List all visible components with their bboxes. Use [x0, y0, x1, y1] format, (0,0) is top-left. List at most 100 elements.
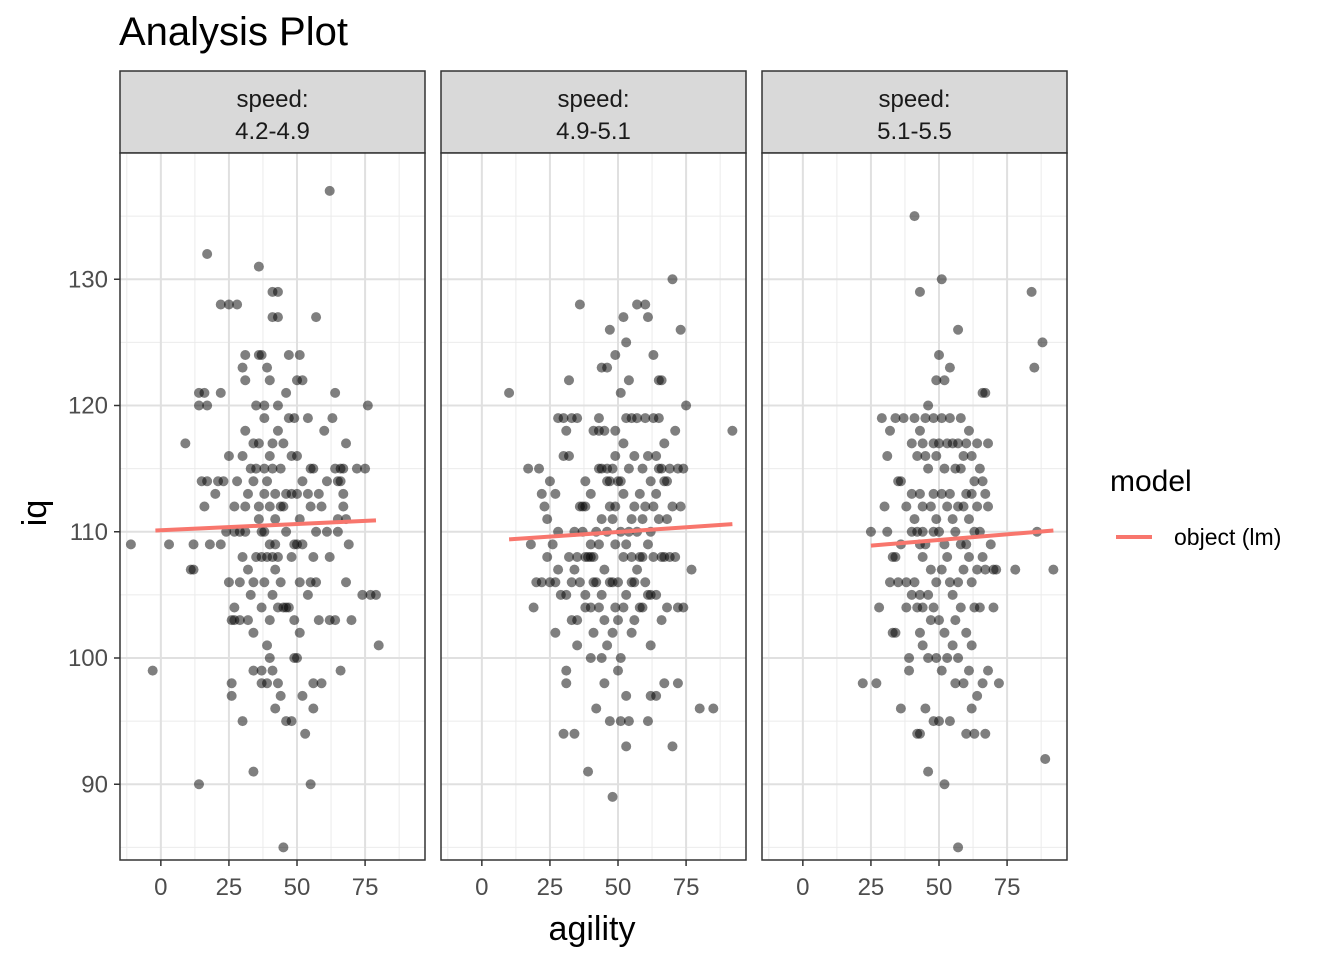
- data-point: [947, 589, 958, 600]
- data-point: [681, 400, 692, 411]
- x-tick-label: 50: [605, 874, 632, 901]
- legend-title: model: [1110, 465, 1192, 498]
- fit-line: [155, 518, 377, 533]
- facet-panel: speed: 4.9-5.1 0 25 50 75: [440, 70, 747, 901]
- data-point: [267, 463, 278, 474]
- data-point: [351, 463, 362, 474]
- data-point: [204, 539, 215, 550]
- data-point: [637, 602, 648, 613]
- data-point: [580, 589, 591, 600]
- data-point: [953, 577, 964, 588]
- data-point: [934, 438, 945, 449]
- data-point: [694, 703, 705, 714]
- panel-background: [762, 153, 1067, 860]
- data-point: [311, 577, 322, 588]
- data-point: [248, 627, 259, 638]
- data-point: [245, 589, 256, 600]
- data-point: [923, 653, 934, 663]
- data-point: [923, 589, 934, 600]
- data-point: [327, 413, 338, 424]
- data-point: [662, 602, 673, 613]
- x-tick-label: 0: [796, 874, 809, 901]
- data-point: [259, 463, 270, 474]
- data-point: [223, 577, 234, 588]
- data-point: [253, 501, 264, 512]
- data-point: [362, 400, 373, 411]
- data-point: [955, 413, 966, 424]
- data-point: [324, 552, 335, 562]
- data-point: [931, 375, 942, 386]
- y-tick-label: 90: [81, 771, 108, 798]
- data-point: [909, 413, 920, 424]
- data-point: [585, 539, 596, 550]
- x-axis-label: agility: [549, 910, 636, 948]
- data-point: [226, 678, 237, 689]
- data-point: [958, 451, 969, 461]
- data-point: [561, 678, 572, 689]
- data-point: [980, 564, 991, 575]
- data-point: [708, 703, 719, 714]
- data-point: [944, 488, 955, 499]
- data-point: [188, 564, 199, 575]
- data-point: [275, 463, 286, 474]
- data-point: [923, 766, 934, 777]
- data-point: [610, 425, 621, 436]
- data-point: [953, 324, 964, 335]
- data-point: [901, 501, 912, 512]
- data-point: [202, 400, 213, 411]
- x-tick-label: 25: [216, 874, 243, 901]
- x-tick-label: 75: [994, 874, 1021, 901]
- facet-strip: [119, 70, 426, 154]
- data-point: [256, 350, 267, 360]
- data-point: [550, 577, 561, 588]
- data-point: [262, 362, 273, 373]
- data-point: [1040, 754, 1051, 764]
- data-point: [651, 690, 662, 701]
- data-point: [618, 312, 629, 323]
- data-point: [939, 375, 950, 386]
- data-point: [237, 716, 248, 727]
- data-point: [914, 728, 925, 739]
- data-point: [963, 665, 974, 676]
- data-point: [297, 690, 308, 701]
- data-point: [890, 413, 901, 424]
- data-point: [947, 640, 958, 651]
- data-point: [884, 577, 895, 588]
- panel-border: [119, 152, 426, 861]
- data-point: [939, 779, 950, 790]
- data-point: [504, 387, 515, 398]
- data-point: [596, 514, 607, 525]
- data-point: [972, 564, 983, 575]
- fit-line: [508, 522, 733, 542]
- data-point: [550, 627, 561, 638]
- data-point: [267, 589, 278, 600]
- data-point: [604, 476, 615, 487]
- data-point: [561, 665, 572, 676]
- data-point: [914, 488, 925, 499]
- data-point: [360, 463, 371, 474]
- data-point: [977, 678, 988, 689]
- data-point: [958, 678, 969, 689]
- data-point: [270, 703, 281, 714]
- data-point: [615, 653, 626, 663]
- data-point: [278, 438, 289, 449]
- data-point: [882, 451, 893, 461]
- data-point: [563, 552, 574, 562]
- facet-strip-range: 4.9-5.1: [556, 118, 631, 145]
- data-point: [275, 577, 286, 588]
- data-point: [613, 665, 624, 676]
- data-point: [566, 577, 577, 588]
- data-point: [890, 627, 901, 638]
- data-point: [670, 425, 681, 436]
- data-point: [215, 539, 226, 550]
- data-point: [993, 678, 1004, 689]
- data-point: [642, 539, 653, 550]
- data-point: [621, 337, 632, 348]
- data-point: [262, 476, 273, 487]
- data-point: [931, 514, 942, 525]
- data-point: [865, 526, 876, 537]
- data-point: [950, 615, 961, 626]
- data-point: [264, 451, 275, 461]
- data-point: [294, 577, 305, 588]
- data-point: [626, 552, 637, 562]
